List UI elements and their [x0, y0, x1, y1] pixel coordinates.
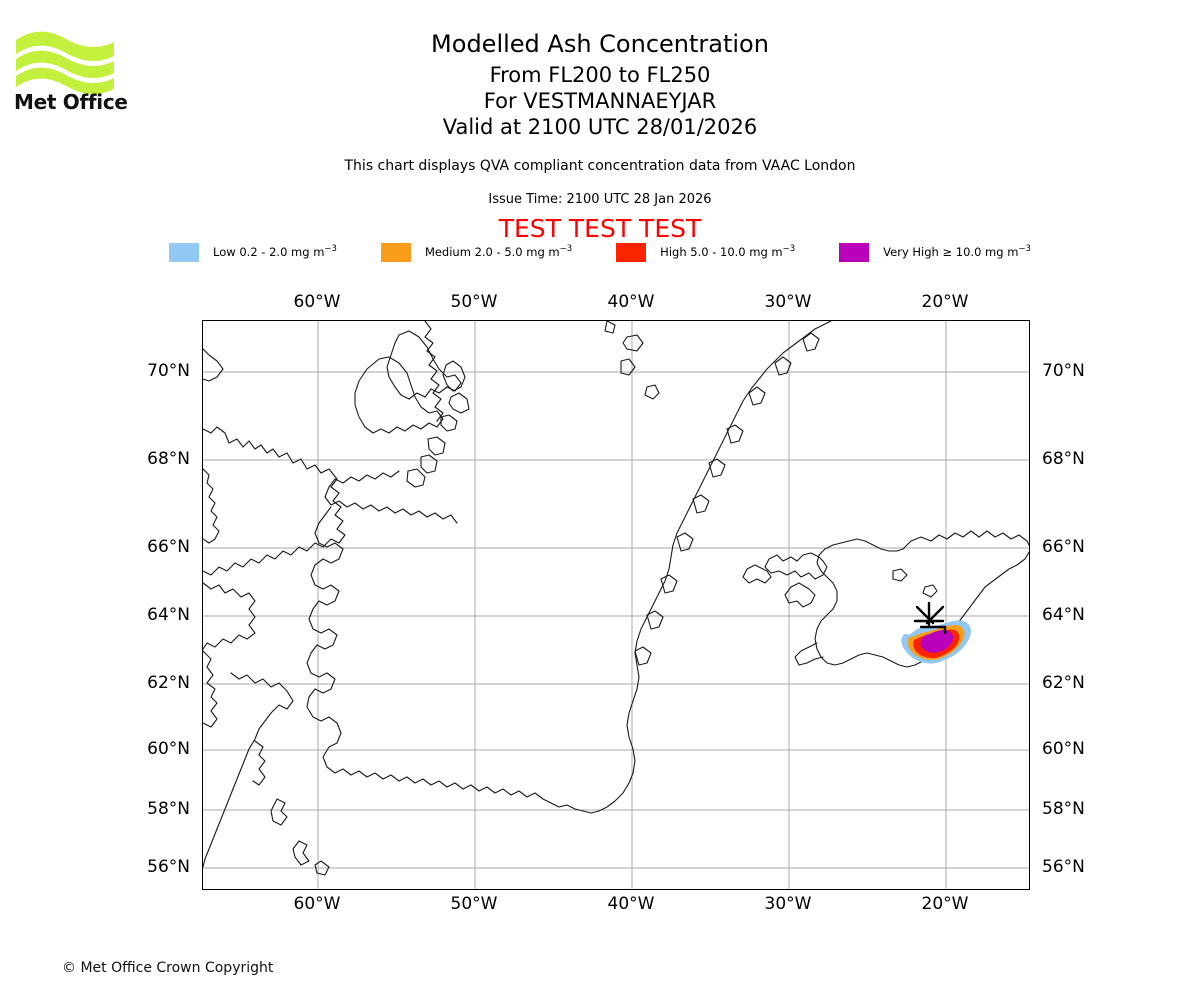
- lat-tick-right-60n: 60°N: [1042, 739, 1085, 759]
- ash-plume-contours: [901, 620, 971, 664]
- lat-tick-left-66n: 66°N: [147, 537, 190, 557]
- legend-label-medium: Medium 2.0 - 5.0 mg m−3: [424, 244, 573, 259]
- volcano-source-marker: [913, 601, 947, 635]
- concentration-legend: Low 0.2 - 2.0 mg m−3 Medium 2.0 - 5.0 mg…: [0, 240, 1200, 264]
- met-office-logo-icon: [16, 31, 114, 95]
- lon-tick-top-40w: 40°W: [607, 292, 655, 312]
- map-canvas: [203, 321, 1029, 889]
- lat-tick-right-56n: 56°N: [1042, 857, 1085, 877]
- coastlines: [203, 321, 1029, 876]
- volcano-name: For VESTMANNAEYJAR: [483, 89, 717, 113]
- legend-label-high: High 5.0 - 10.0 mg m−3: [660, 244, 796, 259]
- lon-tick-bottom-60w: 60°W: [293, 894, 341, 914]
- lat-tick-left-64n: 64°N: [147, 605, 190, 625]
- legend-item-low: Low 0.2 - 2.0 mg m−3: [169, 242, 337, 262]
- lat-tick-left-62n: 62°N: [147, 673, 190, 693]
- lon-tick-bottom-50w: 50°W: [450, 894, 498, 914]
- lon-tick-top-20w: 20°W: [921, 292, 969, 312]
- map-gridlines: [203, 321, 1029, 889]
- legend-item-medium: Medium 2.0 - 5.0 mg m−3: [380, 242, 573, 262]
- flight-level-range: From FL200 to FL250: [489, 63, 711, 87]
- lat-tick-left-60n: 60°N: [147, 739, 190, 759]
- lat-tick-left-56n: 56°N: [147, 857, 190, 877]
- map-plot-area: [202, 320, 1030, 890]
- legend-swatch-medium: [380, 242, 411, 262]
- qva-note: This chart displays QVA compliant concen…: [344, 158, 856, 174]
- lon-tick-top-50w: 50°W: [450, 292, 498, 312]
- legend-label-very-high: Very High ≥ 10.0 mg m−3: [883, 244, 1031, 259]
- met-office-wordmark: Met Office: [14, 90, 128, 114]
- lat-tick-right-64n: 64°N: [1042, 605, 1085, 625]
- lon-tick-top-30w: 30°W: [764, 292, 812, 312]
- valid-time: Valid at 2100 UTC 28/01/2026: [442, 115, 758, 139]
- lon-tick-top-60w: 60°W: [293, 292, 341, 312]
- lat-tick-right-62n: 62°N: [1042, 673, 1085, 693]
- lon-tick-bottom-40w: 40°W: [607, 894, 655, 914]
- lat-tick-left-70n: 70°N: [147, 361, 190, 381]
- page-title: Modelled Ash Concentration: [431, 30, 769, 58]
- lat-tick-right-66n: 66°N: [1042, 537, 1085, 557]
- lon-tick-bottom-30w: 30°W: [764, 894, 812, 914]
- legend-swatch-high: [616, 242, 647, 262]
- lat-tick-left-68n: 68°N: [147, 449, 190, 469]
- lat-tick-left-58n: 58°N: [147, 799, 190, 819]
- legend-item-high: High 5.0 - 10.0 mg m−3: [616, 242, 796, 262]
- lon-tick-bottom-20w: 20°W: [921, 894, 969, 914]
- lat-tick-right-68n: 68°N: [1042, 449, 1085, 469]
- lat-tick-right-70n: 70°N: [1042, 361, 1085, 381]
- legend-swatch-low: [169, 242, 200, 262]
- ash-contour-very-high: [920, 629, 954, 653]
- lat-tick-right-58n: 58°N: [1042, 799, 1085, 819]
- legend-label-low: Low 0.2 - 2.0 mg m−3: [213, 244, 337, 259]
- legend-item-very-high: Very High ≥ 10.0 mg m−3: [839, 242, 1031, 262]
- copyright-footer: © Met Office Crown Copyright: [62, 960, 274, 976]
- legend-swatch-very-high: [839, 242, 870, 262]
- issue-time: Issue Time: 2100 UTC 28 Jan 2026: [488, 192, 712, 207]
